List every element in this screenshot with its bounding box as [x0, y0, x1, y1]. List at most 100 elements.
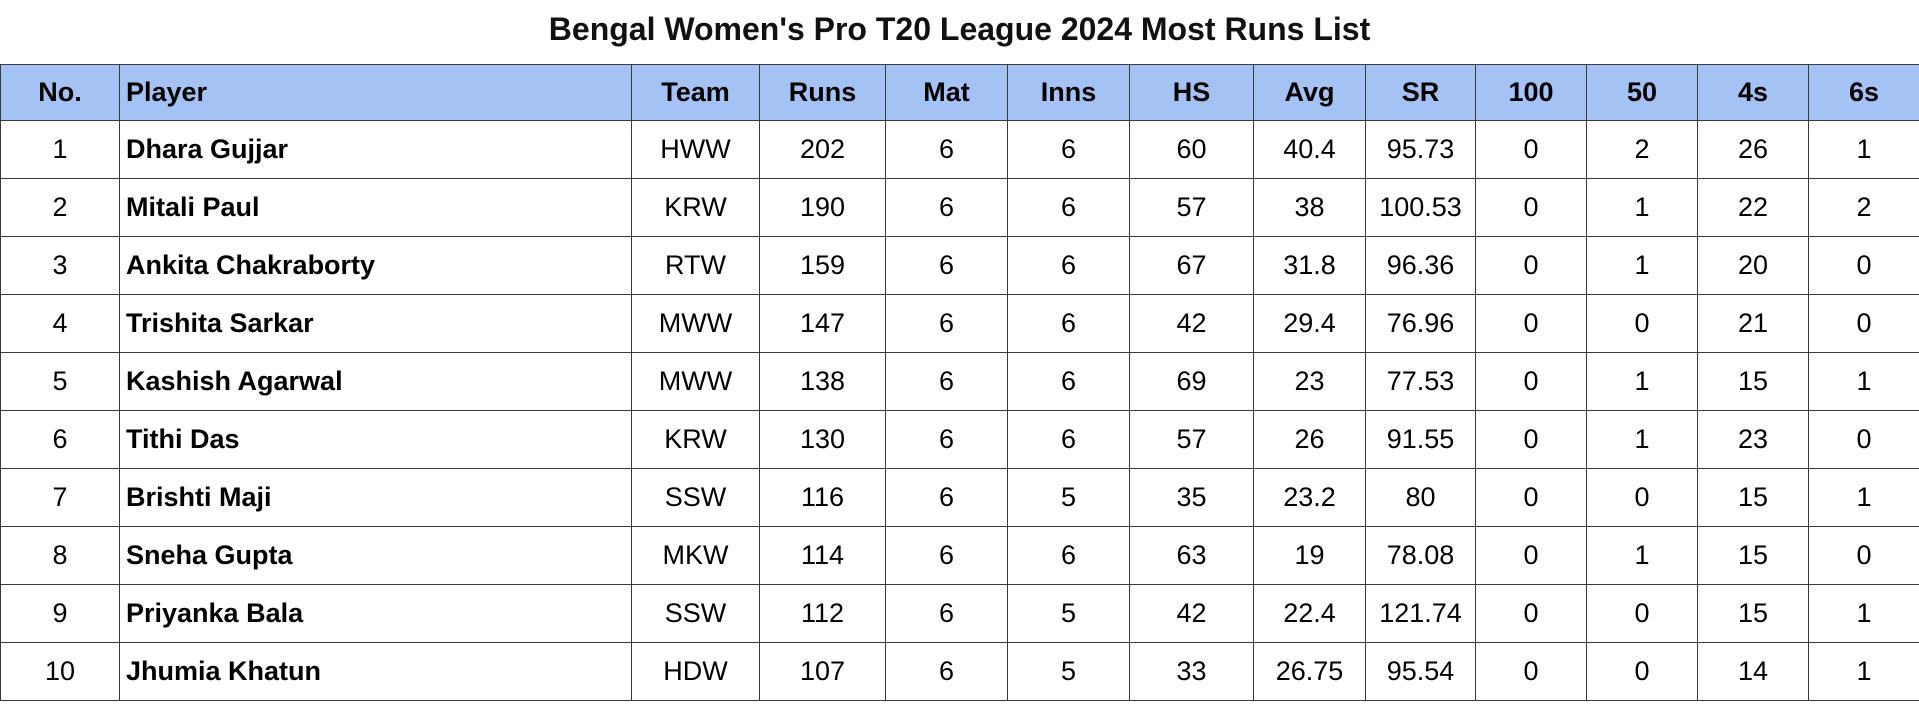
cell-hs: 35 — [1129, 468, 1254, 527]
cell-runs: 159 — [759, 236, 886, 295]
cell-no: 9 — [0, 584, 120, 643]
table-row: 10 Jhumia Khatun HDW 107 6 5 33 26.75 95… — [0, 642, 1919, 701]
cell-6s: 0 — [1808, 526, 1919, 585]
cell-inns: 6 — [1007, 178, 1130, 237]
cell-100: 0 — [1475, 294, 1587, 353]
cell-inns: 5 — [1007, 642, 1130, 701]
cell-team: MKW — [631, 526, 760, 585]
cell-no: 7 — [0, 468, 120, 527]
cell-inns: 5 — [1007, 468, 1130, 527]
cell-sr: 95.54 — [1365, 642, 1476, 701]
cell-player: Dhara Gujjar — [119, 120, 632, 179]
cell-hs: 67 — [1129, 236, 1254, 295]
table-row: 1 Dhara Gujjar HWW 202 6 6 60 40.4 95.73… — [0, 120, 1919, 179]
cell-sr: 121.74 — [1365, 584, 1476, 643]
cell-avg: 26.75 — [1253, 642, 1366, 701]
cell-inns: 6 — [1007, 294, 1130, 353]
cell-4s: 15 — [1697, 352, 1809, 411]
cell-team: KRW — [631, 178, 760, 237]
table-row: 5 Kashish Agarwal MWW 138 6 6 69 23 77.5… — [0, 352, 1919, 411]
cell-sr: 100.53 — [1365, 178, 1476, 237]
cell-team: MWW — [631, 294, 760, 353]
cell-runs: 112 — [759, 584, 886, 643]
cell-hs: 33 — [1129, 642, 1254, 701]
table-row: 9 Priyanka Bala SSW 112 6 5 42 22.4 121.… — [0, 584, 1919, 643]
column-header-4s: 4s — [1697, 64, 1809, 121]
column-header-team: Team — [631, 64, 760, 121]
cell-4s: 14 — [1697, 642, 1809, 701]
cell-avg: 38 — [1253, 178, 1366, 237]
cell-50: 1 — [1586, 236, 1698, 295]
cell-runs: 202 — [759, 120, 886, 179]
cell-4s: 15 — [1697, 526, 1809, 585]
cell-player: Trishita Sarkar — [119, 294, 632, 353]
column-header-avg: Avg — [1253, 64, 1366, 121]
cell-runs: 130 — [759, 410, 886, 469]
column-header-sr: SR — [1365, 64, 1476, 121]
column-header-mat: Mat — [885, 64, 1008, 121]
table-row: 7 Brishti Maji SSW 116 6 5 35 23.2 80 0 … — [0, 468, 1919, 527]
cell-inns: 6 — [1007, 120, 1130, 179]
column-header-50: 50 — [1586, 64, 1698, 121]
cell-team: SSW — [631, 468, 760, 527]
cell-player: Jhumia Khatun — [119, 642, 632, 701]
cell-6s: 1 — [1808, 352, 1919, 411]
cell-inns: 6 — [1007, 236, 1130, 295]
cell-50: 0 — [1586, 584, 1698, 643]
cell-no: 10 — [0, 642, 120, 701]
cell-team: HWW — [631, 120, 760, 179]
cell-runs: 147 — [759, 294, 886, 353]
cell-mat: 6 — [885, 236, 1008, 295]
cell-50: 0 — [1586, 294, 1698, 353]
cell-6s: 1 — [1808, 584, 1919, 643]
header-row: No. Player Team Runs Mat Inns HS Avg SR … — [0, 64, 1919, 121]
cell-100: 0 — [1475, 236, 1587, 295]
cell-player: Sneha Gupta — [119, 526, 632, 585]
column-header-no: No. — [0, 64, 120, 121]
cell-6s: 1 — [1808, 642, 1919, 701]
table-row: 4 Trishita Sarkar MWW 147 6 6 42 29.4 76… — [0, 294, 1919, 353]
cell-6s: 0 — [1808, 294, 1919, 353]
column-header-6s: 6s — [1808, 64, 1919, 121]
cell-runs: 138 — [759, 352, 886, 411]
column-header-player: Player — [119, 64, 632, 121]
cell-no: 1 — [0, 120, 120, 179]
cell-hs: 57 — [1129, 178, 1254, 237]
page-title: Bengal Women's Pro T20 League 2024 Most … — [548, 11, 1371, 47]
cell-6s: 2 — [1808, 178, 1919, 237]
cell-avg: 23.2 — [1253, 468, 1366, 527]
cell-mat: 6 — [885, 642, 1008, 701]
cell-sr: 77.53 — [1365, 352, 1476, 411]
column-header-100: 100 — [1475, 64, 1587, 121]
cell-sr: 80 — [1365, 468, 1476, 527]
cell-avg: 22.4 — [1253, 584, 1366, 643]
cell-player: Tithi Das — [119, 410, 632, 469]
cell-100: 0 — [1475, 352, 1587, 411]
cell-hs: 42 — [1129, 584, 1254, 643]
cell-no: 4 — [0, 294, 120, 353]
cell-100: 0 — [1475, 584, 1587, 643]
cell-inns: 6 — [1007, 410, 1130, 469]
cell-mat: 6 — [885, 178, 1008, 237]
cell-4s: 23 — [1697, 410, 1809, 469]
cell-100: 0 — [1475, 410, 1587, 469]
cell-runs: 116 — [759, 468, 886, 527]
cell-no: 5 — [0, 352, 120, 411]
table-row: 2 Mitali Paul KRW 190 6 6 57 38 100.53 0… — [0, 178, 1919, 237]
cell-player: Priyanka Bala — [119, 584, 632, 643]
cell-avg: 26 — [1253, 410, 1366, 469]
column-header-inns: Inns — [1007, 64, 1130, 121]
cell-sr: 95.73 — [1365, 120, 1476, 179]
cell-no: 3 — [0, 236, 120, 295]
cell-mat: 6 — [885, 352, 1008, 411]
cell-mat: 6 — [885, 120, 1008, 179]
cell-50: 1 — [1586, 178, 1698, 237]
cell-avg: 31.8 — [1253, 236, 1366, 295]
cell-6s: 1 — [1808, 120, 1919, 179]
cell-4s: 22 — [1697, 178, 1809, 237]
cell-avg: 29.4 — [1253, 294, 1366, 353]
cell-team: SSW — [631, 584, 760, 643]
cell-inns: 6 — [1007, 526, 1130, 585]
table-row: 8 Sneha Gupta MKW 114 6 6 63 19 78.08 0 … — [0, 526, 1919, 585]
